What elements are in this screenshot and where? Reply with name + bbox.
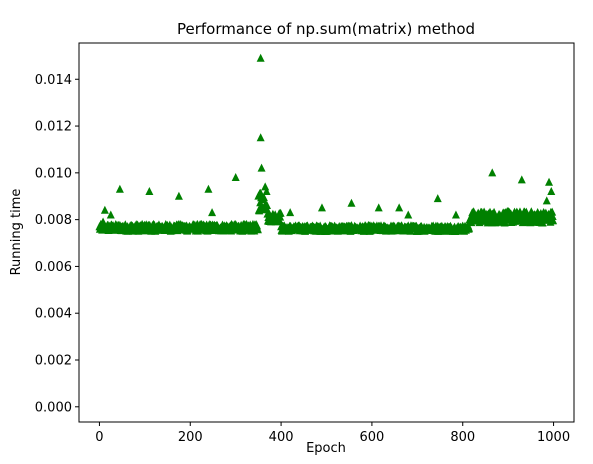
- data-point: [145, 187, 154, 196]
- x-tick-label: 0: [95, 430, 103, 445]
- data-point: [451, 210, 460, 219]
- data-point: [256, 133, 265, 142]
- y-tick-label: 0.002: [35, 354, 72, 369]
- data-point: [275, 216, 284, 225]
- data-point: [262, 187, 271, 196]
- data-point: [115, 184, 124, 193]
- data-point: [204, 184, 213, 193]
- data-point: [257, 163, 266, 172]
- data-point: [347, 198, 356, 207]
- data-point: [395, 203, 404, 212]
- y-tick-label: 0.008: [35, 213, 72, 228]
- data-point: [488, 168, 497, 177]
- x-axis-label: Epoch: [306, 441, 346, 456]
- data-point: [433, 194, 442, 203]
- y-tick-label: 0.004: [35, 307, 72, 322]
- data-point: [542, 196, 551, 205]
- data-point: [261, 182, 270, 191]
- data-point: [404, 210, 413, 219]
- data-point: [465, 223, 474, 232]
- data-point: [208, 208, 217, 217]
- data-point: [490, 207, 499, 216]
- data-markers: [95, 53, 558, 235]
- data-point: [256, 53, 265, 62]
- data-point: [286, 208, 295, 217]
- y-tick-label: 0.012: [35, 120, 72, 135]
- data-point: [263, 200, 272, 209]
- y-tick-label: 0.010: [35, 166, 72, 181]
- data-point: [253, 225, 262, 234]
- y-axis-ticks: 0.000 0.002 0.004 0.006 0.008 0.010 0.012 0.014: [35, 73, 79, 415]
- plot-frame: [78, 42, 575, 423]
- data-point: [231, 173, 240, 182]
- x-tick-label: 1000: [537, 430, 570, 445]
- y-tick-label: 0.000: [35, 400, 72, 415]
- data-point: [317, 203, 326, 212]
- y-axis-label: Running time: [9, 189, 24, 276]
- data-point: [517, 175, 526, 184]
- chart-title: Performance of np.sum(matrix) method: [177, 20, 475, 38]
- x-tick-label: 200: [178, 430, 203, 445]
- x-axis-ticks: 0 200 400 600 800 1000: [95, 422, 570, 445]
- data-point: [174, 191, 183, 200]
- data-point: [99, 217, 108, 226]
- y-tick-label: 0.014: [35, 73, 72, 88]
- data-point: [547, 187, 556, 196]
- data-point: [549, 216, 558, 225]
- x-tick-label: 800: [450, 430, 475, 445]
- data-point: [276, 208, 285, 217]
- data-point: [374, 203, 383, 212]
- data-point: [548, 211, 557, 220]
- x-tick-label: 400: [269, 430, 294, 445]
- y-tick-label: 0.006: [35, 260, 72, 275]
- data-point: [548, 207, 557, 216]
- data-point: [106, 210, 115, 219]
- data-point: [100, 205, 109, 214]
- data-point: [258, 194, 267, 203]
- x-tick-label: 600: [359, 430, 384, 445]
- data-point: [545, 177, 554, 186]
